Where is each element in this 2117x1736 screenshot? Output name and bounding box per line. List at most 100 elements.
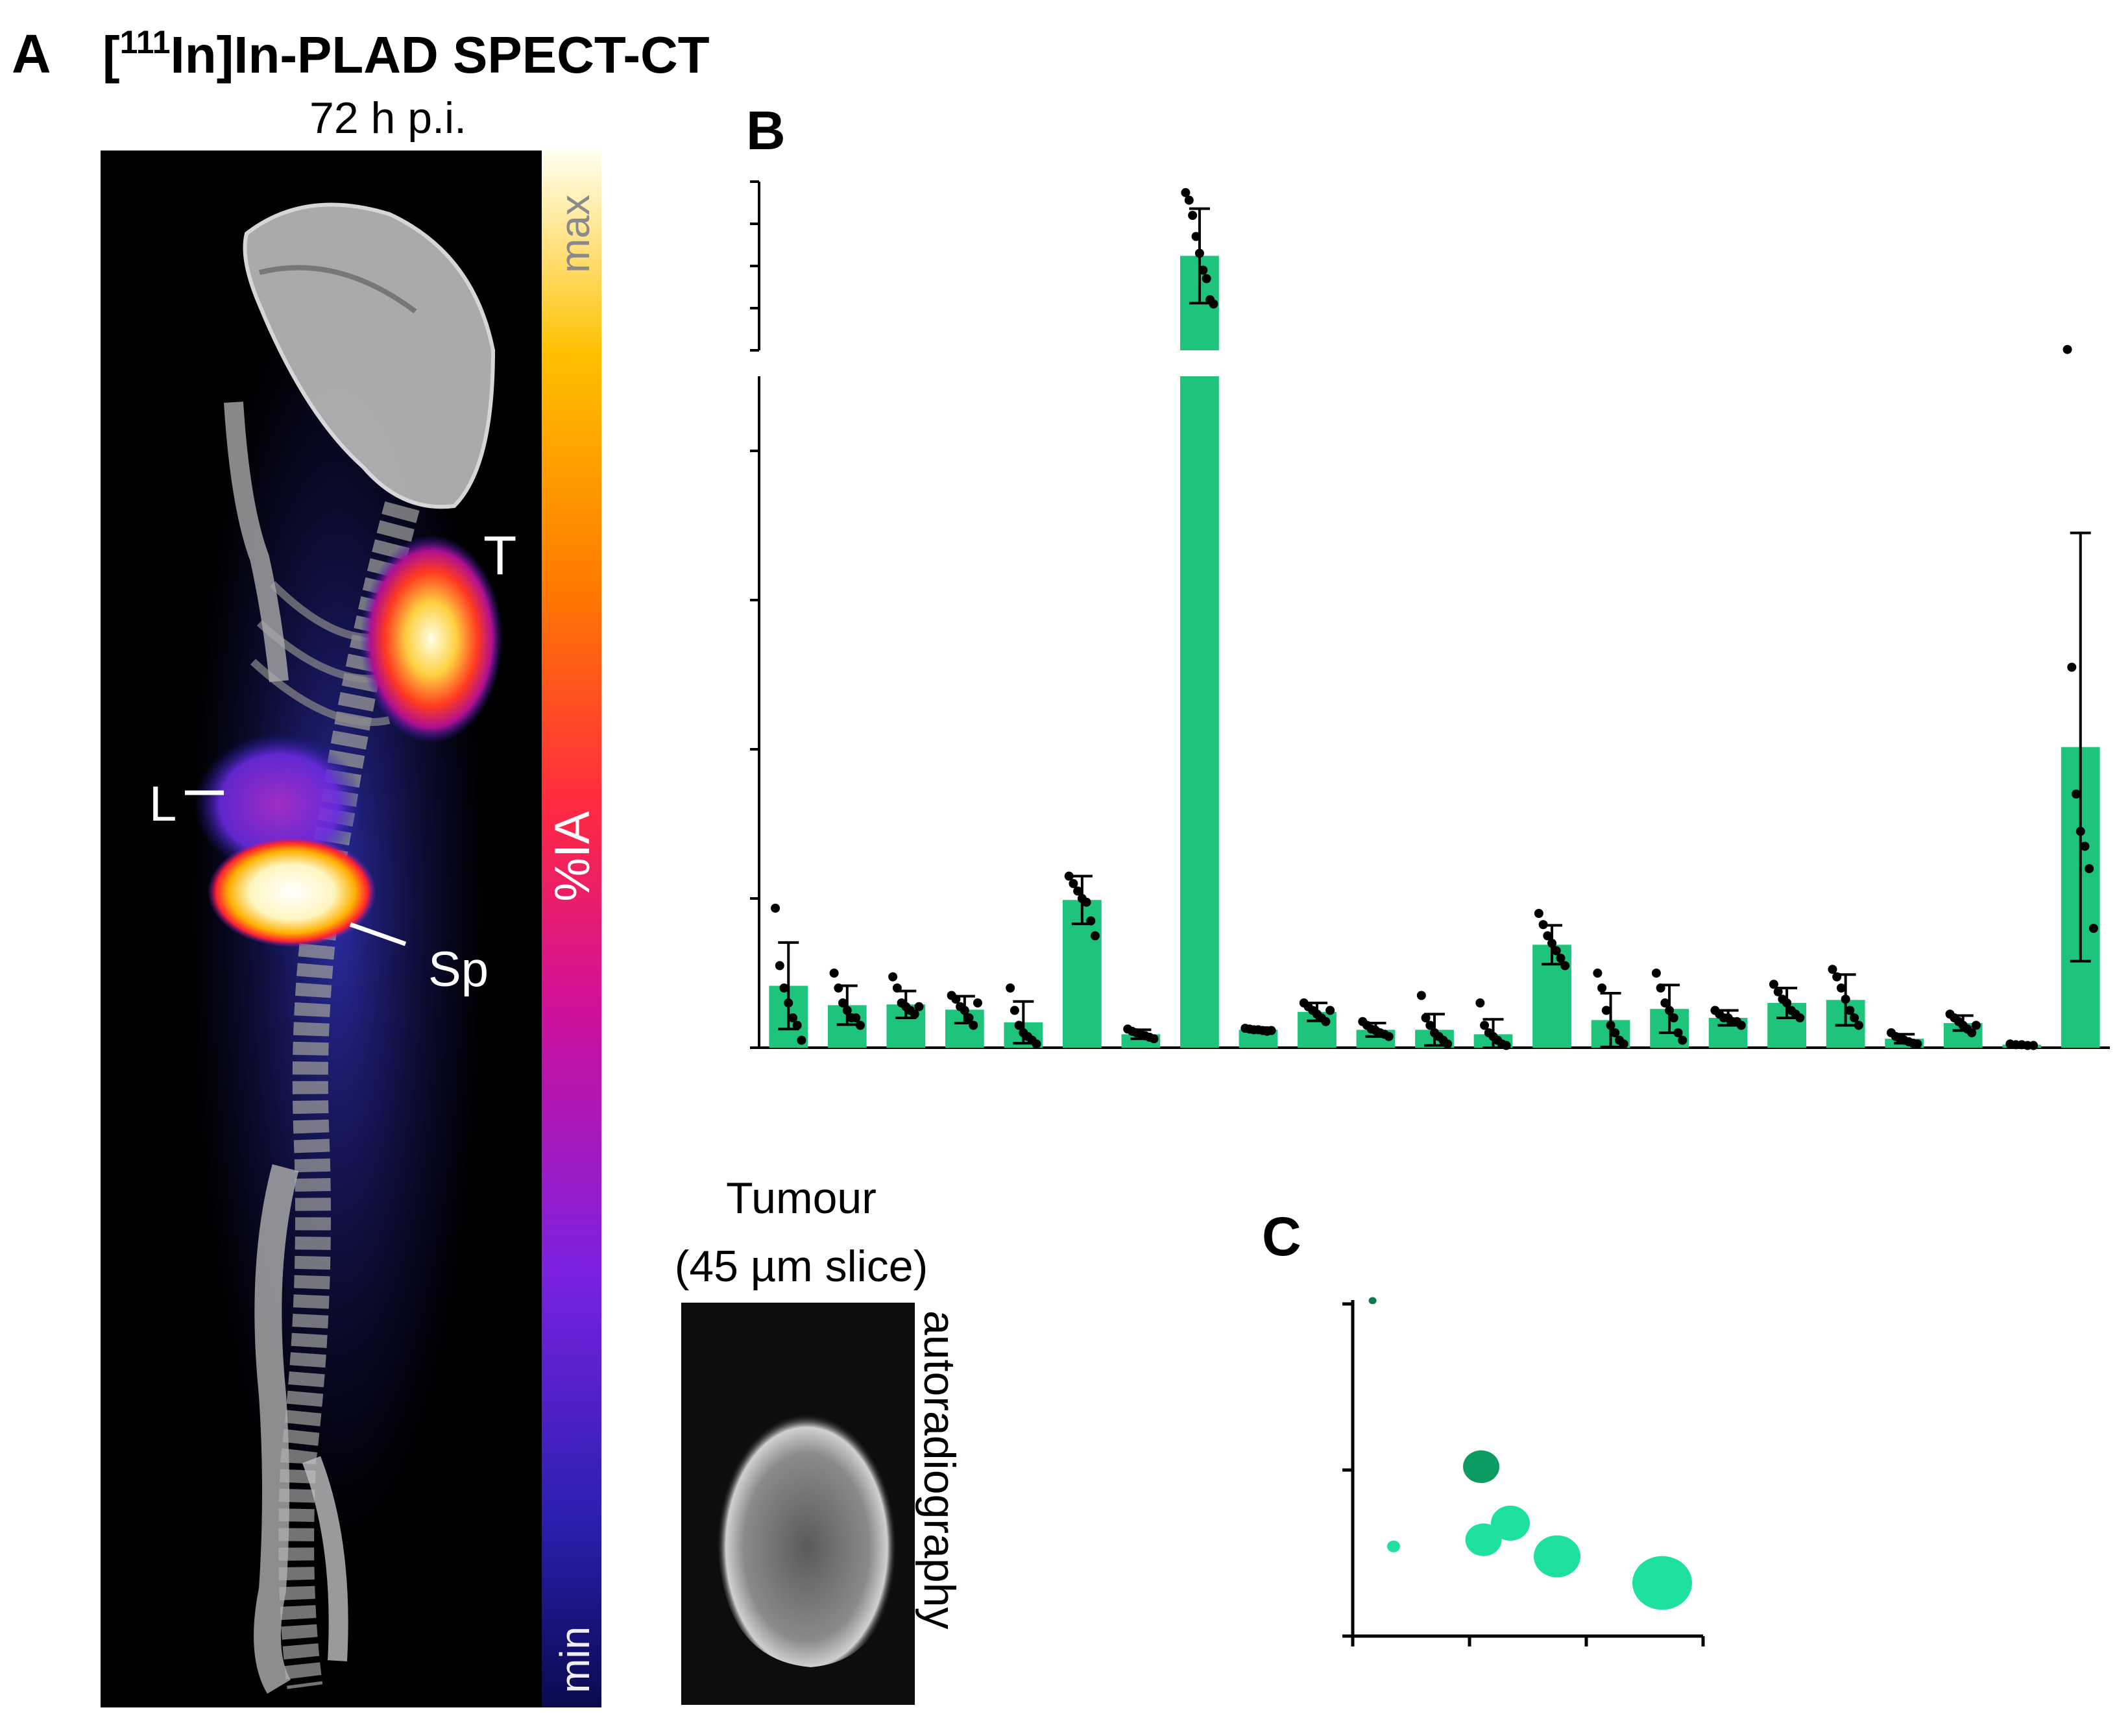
data-point [1184,195,1194,205]
data-point [964,1013,974,1022]
spleen-uptake [208,837,376,947]
hind-paw [302,1456,348,1661]
bubble [1465,1523,1502,1556]
panel-a: A [111In]In-PLAD SPECT-CT 72 h p.i. T [12,23,710,1707]
data-point [838,998,848,1007]
data-point [1149,1034,1159,1044]
data-point [1656,983,1665,993]
data-point [910,1009,919,1019]
data-point [775,961,784,970]
title-isotope-superscript: 111 [120,24,171,60]
data-point [914,1002,924,1011]
data-point [1769,980,1778,989]
data-point [1188,211,1198,220]
data-point [1773,987,1783,996]
data-point [779,983,789,993]
data-point [792,1020,802,1030]
autoradiography-inset: Tumour (45 µm slice) autoradiography [675,1174,964,1705]
data-point [851,1013,861,1022]
autoradiography-side-label: autoradiography [915,1310,964,1629]
organ-biodistribution-bar-chart [750,180,2110,1050]
data-point [1534,909,1543,918]
data-point [1551,946,1561,956]
panel-c: C [1262,1206,1705,1646]
data-point [1673,1028,1683,1037]
data-point [1091,931,1100,941]
skull [243,202,496,509]
data-point [1678,1035,1688,1045]
data-point [2088,924,2098,933]
data-point [784,998,793,1007]
title-rest: In]In-PLAD SPECT-CT [171,26,710,84]
data-point [2029,1041,2038,1050]
bubble [1632,1556,1692,1610]
data-point [788,1013,797,1022]
data-point [1266,1026,1276,1035]
data-point [1194,248,1204,258]
skull-detail [259,265,417,314]
data-point [1841,995,1850,1004]
data-point [1181,187,1191,197]
tumor-slice-signal [717,1401,897,1667]
spect-ct-image: T L Sp max %IA min [101,151,601,1707]
data-point [1610,1028,1620,1037]
data-point [834,983,843,993]
scale-max-label: max [551,195,598,273]
spleen-pointer-line [349,922,407,946]
data-point [1086,916,1096,926]
data-point [842,1006,852,1015]
panel-a-letter: A [12,23,51,84]
data-point [1795,1013,1805,1022]
data-point [1475,998,1485,1007]
data-point [1736,1020,1746,1030]
data-point [1850,1013,1859,1022]
data-point [1660,998,1670,1007]
hind-limb [254,1164,299,1694]
data-point [1836,983,1846,993]
liver-label: L [149,777,176,832]
data-point [1480,1020,1490,1030]
bubble [1491,1505,1530,1541]
data-point [1425,1020,1435,1030]
data-point [969,1020,978,1030]
data-point [1547,939,1557,948]
tumor-label: T [483,525,516,586]
data-point [1198,265,1208,275]
bubble [1534,1535,1580,1578]
data-point [1782,998,1792,1007]
data-point [771,903,780,913]
data-point [797,1035,806,1045]
data-point [1421,1013,1431,1022]
data-point [1416,991,1426,1000]
data-point [855,1020,865,1030]
data-point [1669,1013,1678,1022]
data-point [1854,1020,1863,1030]
scale-min-label: min [551,1626,598,1693]
data-point [1665,1006,1675,1015]
data-point [1560,961,1570,970]
panel-b: B [746,100,2110,1050]
front-limb [224,402,289,682]
tumor-weight-bubble-chart [1342,1297,1705,1646]
data-point [1073,886,1083,896]
data-point [1619,1039,1628,1049]
data-point [1064,871,1074,881]
data-point [1606,1020,1615,1030]
bubble [1387,1540,1400,1552]
data-point [973,998,982,1007]
data-point [1593,969,1603,978]
data-point [1325,1006,1335,1015]
data-point [1828,965,1837,974]
data-point [829,969,839,978]
color-scale-bar [542,151,601,1707]
data-point [2085,864,2094,873]
spleen-label: Sp [428,942,489,997]
data-point [1651,969,1661,978]
bubble [1463,1450,1499,1484]
data-point [2075,826,2085,836]
spine [278,501,420,1689]
data-point [1845,1006,1855,1015]
liver-uptake [195,733,363,876]
panel-a-title: [111In]In-PLAD SPECT-CT [103,24,710,84]
data-point [1556,954,1566,963]
